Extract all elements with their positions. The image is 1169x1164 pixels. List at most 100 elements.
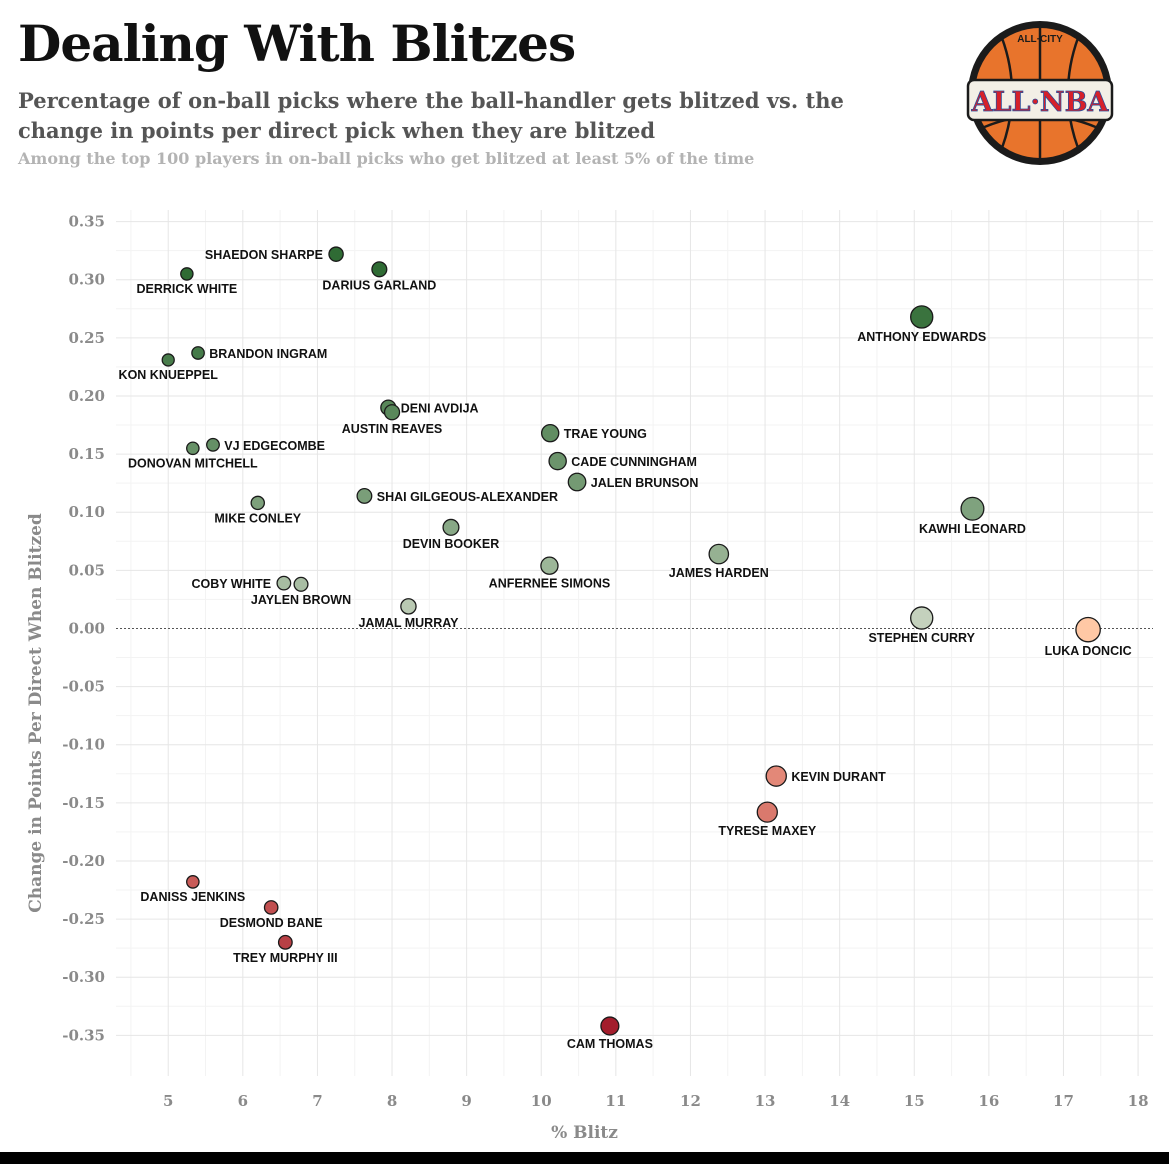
point-label: ANFERNEE SIMONS [489,576,611,590]
point-label: SHAI GILGEOUS-ALEXANDER [377,490,558,504]
point-label: JAMES HARDEN [669,566,769,580]
point-label: DERRICK WHITE [137,282,238,296]
point-label: JAYLEN BROWN [251,593,351,607]
data-point [356,487,373,504]
all-city-all-nba-logo: ALL·CITY ALL·NBA [966,21,1114,165]
chart-subtitle: Percentage of on-ball picks where the ba… [18,88,844,143]
data-point [161,353,175,367]
x-tick-label: 9 [461,1092,471,1110]
y-tick-label: 0.00 [68,619,105,637]
data-point [371,261,388,278]
x-axis-title: % Blitz [551,1123,618,1143]
point-label: MIKE CONLEY [214,512,301,526]
point-label: KEVIN DURANT [791,770,886,784]
data-point [400,598,417,615]
chart-note: Among the top 100 players in on-ball pic… [18,149,755,168]
y-tick-label: -0.15 [62,794,105,812]
y-tick-label: -0.10 [62,736,105,754]
point-label: KON KNUEPPEL [119,368,219,382]
data-point [910,305,934,329]
x-tick-label: 6 [238,1092,248,1110]
point-label: JALEN BRUNSON [591,476,699,490]
data-point [186,441,200,456]
point-label: DANISS JENKINS [140,890,245,904]
point-label: TYRESE MAXEY [718,824,817,838]
point-label: DARIUS GARLAND [322,279,436,293]
point-label: AUSTIN REAVES [342,422,442,436]
point-label: CAM THOMAS [567,1037,653,1051]
data-point [263,900,279,915]
point-label: JAMAL MURRAY [358,616,459,630]
y-axis-ticks: 0.35 0.30 0.25 0.20 0.15 0.10 0.05 0.00 -0.05 -0.… [62,213,105,1045]
data-point [277,934,293,950]
x-axis-ticks: 5 6 7 8 9 10 11 12 13 14 15 16 17 18 [163,1092,1149,1110]
data-point [206,437,220,452]
data-point [276,575,292,591]
data-point [328,246,344,262]
x-tick-label: 17 [1053,1092,1074,1110]
y-tick-label: 0.15 [68,445,105,463]
point-label: STEPHEN CURRY [868,631,975,645]
data-point [383,404,401,421]
data-point [442,518,460,536]
y-tick-label: 0.25 [68,329,105,347]
data-point [910,606,934,630]
point-label: SHAEDON SHARPE [205,248,323,262]
data-point [708,543,730,565]
data-point [186,875,200,889]
point-label: TREY MURPHY III [233,951,337,965]
y-tick-label: 0.05 [68,561,105,579]
point-label: BRANDON INGRAM [209,347,327,361]
data-point [765,765,787,787]
point-label: COBY WHITE [191,577,271,591]
point-label: LUKA DONCIC [1045,644,1132,658]
point-label: CADE CUNNINGHAM [571,455,697,469]
data-point [293,576,309,592]
data-point [540,423,560,443]
x-tick-label: 15 [904,1092,925,1110]
data-points [161,246,1101,1036]
data-point [960,496,985,521]
y-tick-label: 0.20 [68,387,105,405]
x-tick-label: 14 [829,1092,850,1110]
logo-banner [966,78,1114,122]
x-tick-label: 10 [531,1092,552,1110]
logo-main-text: ALL·NBA [971,87,1110,118]
y-tick-label: 0.10 [68,503,105,521]
point-label: DEVIN BOOKER [403,537,500,551]
data-point [756,801,778,823]
y-tick-label: 0.35 [68,213,105,231]
logo-top-text: ALL·CITY [1017,34,1063,45]
x-tick-label: 12 [680,1092,701,1110]
data-point [567,472,587,492]
point-label: DENI AVDIJA [401,402,479,416]
data-point [180,267,194,281]
y-tick-label: -0.20 [62,852,105,870]
data-point [1075,616,1101,643]
point-label: DONOVAN MITCHELL [128,456,258,470]
data-point [191,346,205,360]
point-label: ANTHONY EDWARDS [857,330,986,344]
point-labels: SHAEDON SHARPE DERRICK WHITE DARIUS GARLAN… [119,248,1132,1051]
x-tick-label: 11 [605,1092,626,1110]
x-tick-label: 8 [387,1092,397,1110]
x-tick-label: 5 [163,1092,173,1110]
x-tick-label: 18 [1128,1092,1149,1110]
y-tick-label: 0.30 [68,271,105,289]
point-label: DESMOND BANE [220,916,323,930]
grid-lines [116,210,1153,1076]
y-tick-label: -0.25 [62,910,105,928]
chart-title: Dealing With Blitzes [18,14,576,73]
data-point [548,451,567,471]
y-tick-label: -0.35 [62,1026,105,1044]
point-label: VJ EDGECOMBE [224,439,325,453]
point-label: KAWHI LEONARD [919,522,1026,536]
data-point [540,556,559,575]
y-axis-title: Change in Points Per Direct When Blitzed [26,513,46,913]
data-point [250,495,265,511]
data-point [600,1016,620,1036]
bottom-bar [0,1152,1169,1164]
y-tick-label: -0.30 [62,968,105,986]
y-tick-label: -0.05 [62,678,105,696]
